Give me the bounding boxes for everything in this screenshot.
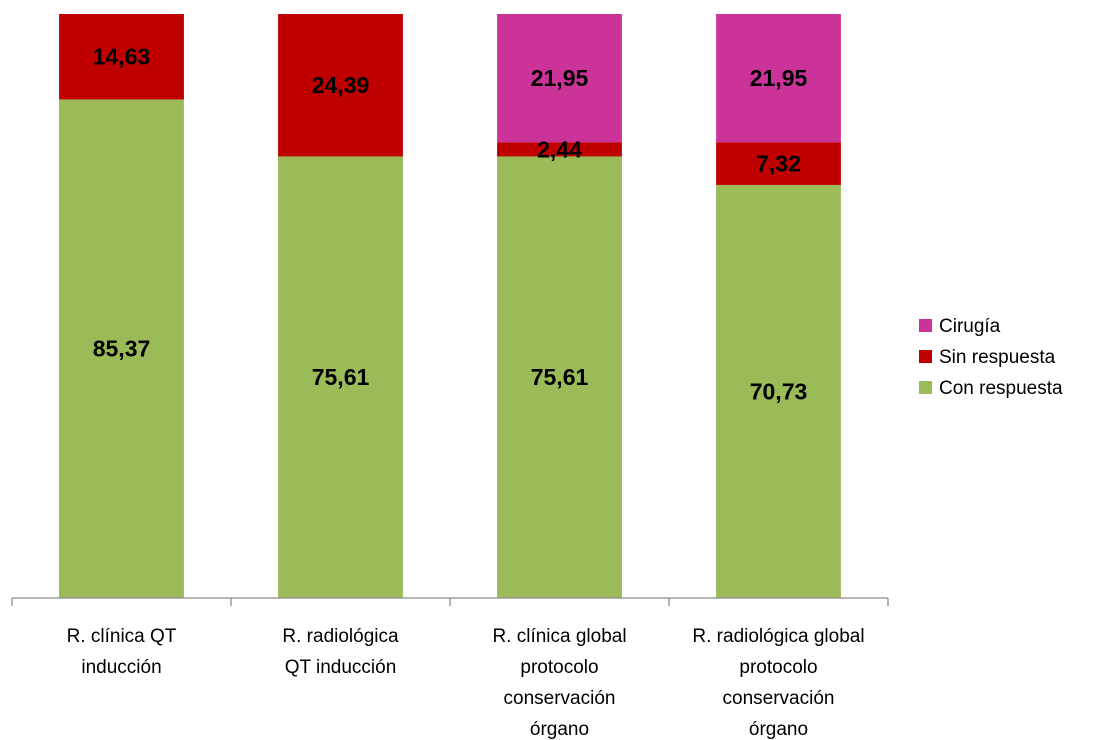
data-label: 70,73 <box>750 378 808 404</box>
legend-label: Sin respuesta <box>939 347 1056 368</box>
legend-swatch-0 <box>919 319 932 332</box>
category-label: órgano <box>749 719 808 740</box>
category-label: R. clínica QT <box>67 626 177 647</box>
data-label: 2,44 <box>537 136 582 162</box>
category-label: R. radiológica global <box>692 626 864 647</box>
category-label: R. radiológica <box>282 626 399 647</box>
legend-swatch-1 <box>919 350 932 363</box>
bar-con-respuesta-0 <box>59 99 184 598</box>
legend-swatch-2 <box>919 381 932 394</box>
data-label: 24,39 <box>312 72 370 98</box>
category-label: inducción <box>81 657 161 678</box>
bar-cirugía-2 <box>497 14 622 143</box>
data-label: 21,95 <box>531 65 589 91</box>
category-label: QT inducción <box>285 657 397 678</box>
bar-con-respuesta-3 <box>716 184 841 598</box>
data-label: 85,37 <box>93 336 151 362</box>
category-label: protocolo <box>520 657 598 678</box>
category-label: R. clínica global <box>492 626 626 647</box>
data-label: 75,61 <box>312 364 370 390</box>
bar-con-respuesta-1 <box>278 156 403 598</box>
bar-sin-respuesta-2 <box>497 142 622 157</box>
bar-sin-respuesta-1 <box>278 14 403 157</box>
data-label: 21,95 <box>750 65 808 91</box>
bar-con-respuesta-2 <box>497 156 622 598</box>
bar-sin-respuesta-0 <box>59 14 184 100</box>
category-label: órgano <box>530 719 589 740</box>
category-label: protocolo <box>739 657 817 678</box>
data-label: 75,61 <box>531 364 589 390</box>
bar-cirugía-3 <box>716 14 841 143</box>
category-label: conservación <box>504 688 616 709</box>
data-label: 14,63 <box>93 44 151 70</box>
category-label: conservación <box>723 688 835 709</box>
bars-layer <box>59 14 841 598</box>
legend-label: Con respuesta <box>939 378 1063 399</box>
data-labels-layer: 85,37 14,63 75,61 24,39 75,61 2,44 21,95 70,73 7… <box>93 44 808 405</box>
category-labels: R. clínica QT inducción R. radiológica QT i… <box>67 626 865 740</box>
bar-sin-respuesta-3 <box>716 142 841 185</box>
x-axis-ticks <box>11 598 889 606</box>
data-label: 7,32 <box>756 151 801 177</box>
legend-label: Cirugía <box>939 316 1001 337</box>
legend: Cirugía Sin respuesta Con respuesta <box>919 316 1063 399</box>
